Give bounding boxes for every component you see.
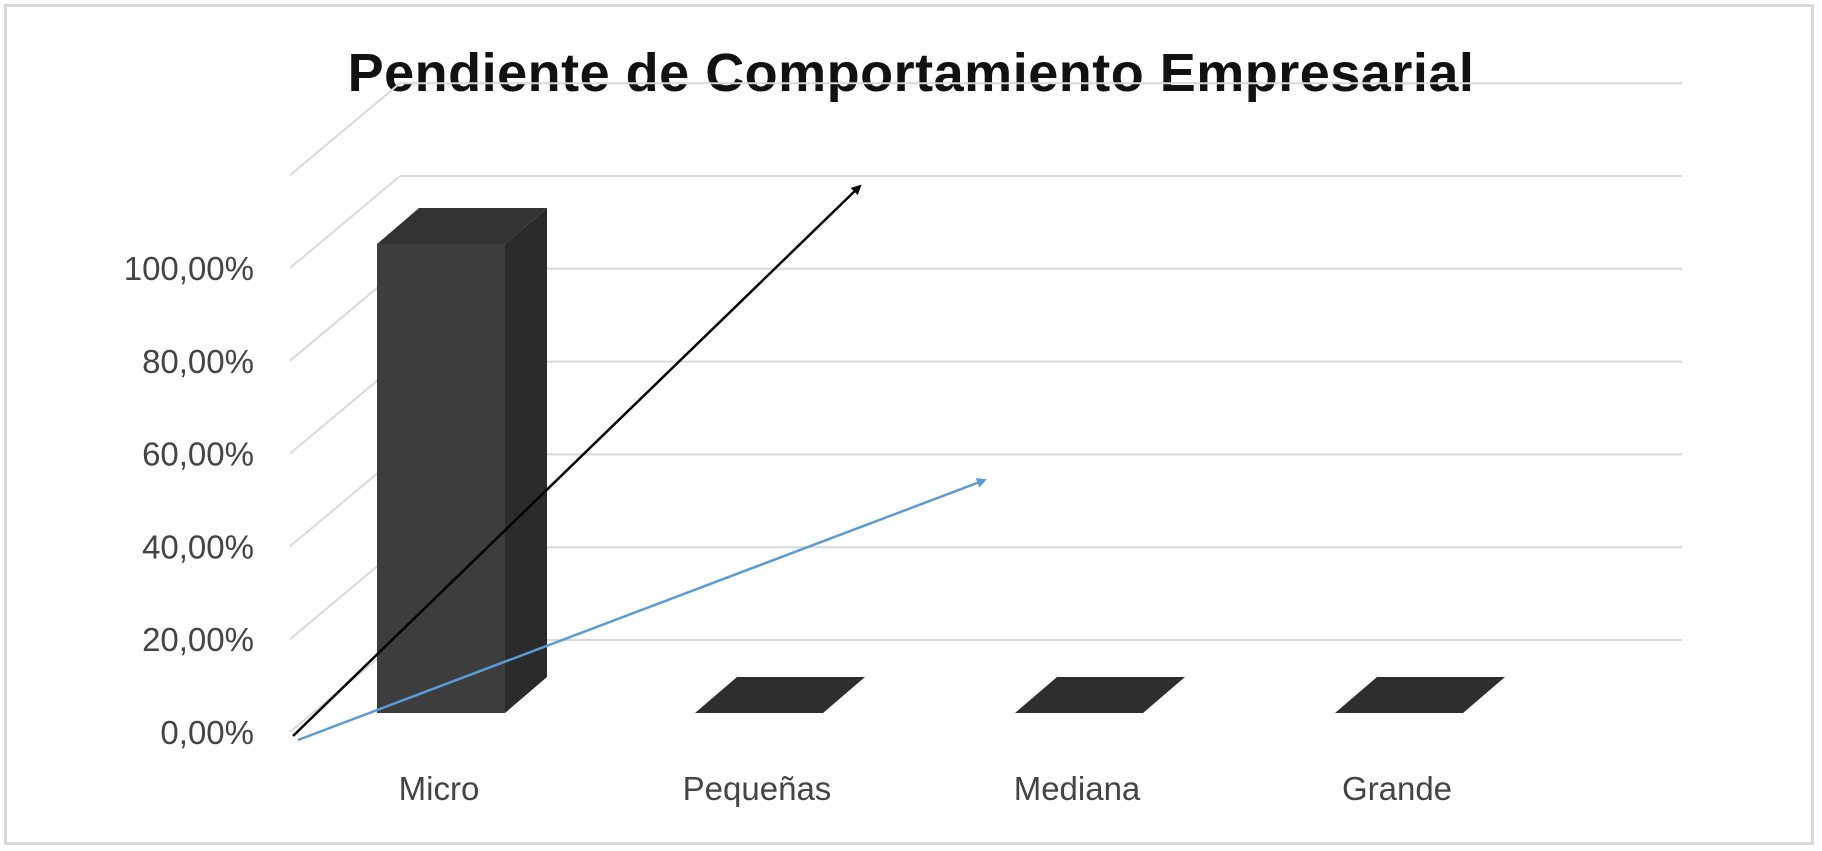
trend-arrow-black: [292, 184, 862, 737]
bar-side: [505, 208, 547, 713]
y-tick-label: 60,00%: [142, 436, 254, 473]
trend-arrow-blue: [297, 478, 987, 742]
bar-top: [1015, 677, 1185, 713]
bar-layer: [377, 208, 1505, 713]
x-axis-categories: Micro Pequeñas Mediana Grande: [399, 770, 1452, 807]
x-category-label: Pequeñas: [683, 770, 832, 807]
bar-top: [695, 677, 865, 713]
bar-top: [377, 208, 547, 244]
grid-layer: [289, 82, 1682, 733]
bar-grande: [1335, 677, 1505, 713]
chart-frame: [4, 4, 1814, 845]
annotation-arrows: [292, 184, 987, 742]
gridline-side: [289, 82, 401, 176]
y-tick-label: 100,00%: [124, 250, 254, 287]
bar-top: [1335, 677, 1505, 713]
chart-title: Pendiente de Comportamiento Empresarial: [347, 43, 1475, 103]
bar-micro: [377, 208, 547, 713]
y-axis-ticks: 0,00% 20,00% 40,00% 60,00% 80,00% 100,00%: [124, 250, 254, 751]
y-tick-label: 80,00%: [142, 343, 254, 380]
y-tick-label: 20,00%: [142, 621, 254, 658]
bar-front: [377, 244, 505, 713]
x-category-label: Micro: [399, 770, 480, 807]
x-category-label: Grande: [1342, 770, 1452, 807]
bar-mediana: [1015, 677, 1185, 713]
y-tick-label: 0,00%: [160, 714, 254, 751]
y-tick-label: 40,00%: [142, 528, 254, 565]
gridline-side: [289, 175, 401, 269]
x-category-label: Mediana: [1014, 770, 1141, 807]
bar-pequeñas: [695, 677, 865, 713]
